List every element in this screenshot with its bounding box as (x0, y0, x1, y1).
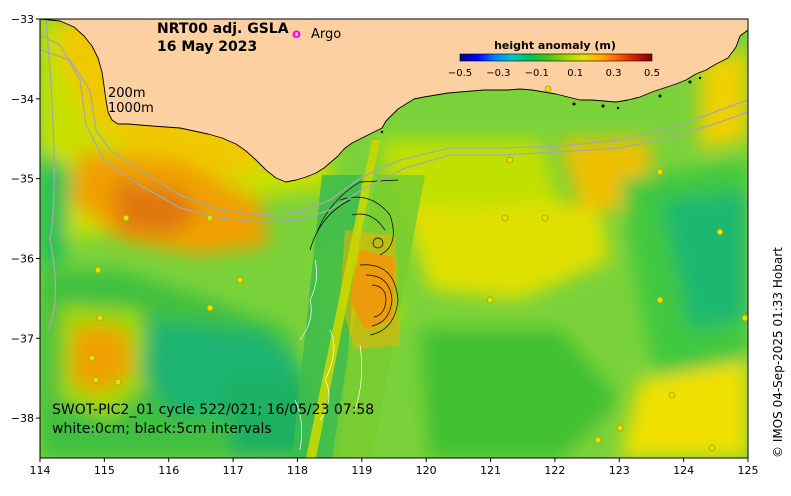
swath-zero-contours (294, 259, 363, 451)
swath-caption-line1: SWOT-PIC2_01 cycle 522/021; 16/05/23 07:… (52, 402, 374, 418)
x-axis: 114 115 116 117 118 119 120 121 122 123 124 125 (30, 458, 759, 477)
x-tick-label: 119 (351, 464, 372, 477)
colorbar-tick-label: −0.1 (525, 68, 549, 79)
x-tick-label: 118 (287, 464, 308, 477)
isobath-inner (45, 20, 57, 331)
argo-float-marker (94, 266, 102, 274)
colorbar-ticks: −0.5 −0.3 −0.1 0.1 0.3 0.5 (448, 68, 660, 79)
x-tick-label: 117 (223, 464, 244, 477)
y-tick-label: −38 (11, 412, 34, 425)
x-tick-label: 114 (30, 464, 51, 477)
argo-legend-label: Argo (311, 27, 341, 42)
nadir-track (306, 140, 380, 458)
x-tick-label: 116 (158, 464, 179, 477)
anomaly-patch (380, 140, 560, 210)
map-title-date: 16 May 2023 (157, 39, 257, 55)
argo-float-marker (741, 314, 748, 322)
swot-swath (292, 140, 425, 458)
argo-legend-symbol: o (292, 27, 301, 42)
anomaly-patch (40, 150, 70, 270)
argo-float-marker (656, 168, 664, 176)
plot-frame (39, 18, 749, 459)
colorbar-tick-label: −0.3 (486, 68, 510, 79)
argo-float-marker (668, 391, 676, 399)
swath-caption-line2: white:0cm; black:5cm intervals (52, 421, 272, 437)
x-tick-label: 125 (738, 464, 759, 477)
map-title-product: NRT00 adj. GSLA (157, 21, 289, 37)
anomaly-patch (70, 325, 135, 395)
y-tick-label: −35 (11, 173, 34, 186)
colorbar-ramp (459, 53, 653, 62)
colorbar-tick-label: 0.5 (644, 68, 660, 79)
x-tick-label: 115 (94, 464, 115, 477)
anomaly-patch (420, 330, 620, 458)
x-tick-label: 121 (480, 464, 501, 477)
argo-float-marker (616, 424, 624, 432)
argo-float-marker (506, 156, 514, 164)
argo-float-marker (122, 214, 130, 222)
y-tick-label: −34 (11, 93, 34, 106)
argo-float-marker (544, 85, 552, 93)
x-tick-label: 124 (673, 464, 694, 477)
y-tick-label: −33 (11, 13, 34, 26)
argo-float-marker (656, 296, 664, 304)
x-tick-label: 122 (544, 464, 565, 477)
argo-float-marker (92, 376, 100, 384)
anomaly-patch (660, 190, 748, 330)
colorbar-tick-label: −0.5 (448, 68, 472, 79)
argo-float-marker (206, 304, 214, 312)
isobath-lines (40, 20, 748, 331)
swath-contours (309, 179, 399, 336)
isobath-200m (40, 49, 748, 216)
imos-credit: © IMOS 04-Sep-2025 01:33 Hobart (771, 247, 785, 458)
argo-float-marker (594, 436, 602, 444)
isobath-label-1000m: 1000m (108, 101, 154, 116)
x-tick-label: 120 (416, 464, 437, 477)
anomaly-patch (400, 190, 610, 300)
colorbar-tick-label: 0.3 (606, 68, 622, 79)
colorbar: height anomaly (m) −0.5 −0.3 −0.1 0.1 0.3 0.5 (448, 39, 660, 79)
isobath-1000m (40, 34, 748, 223)
argo-float-marker (708, 444, 716, 452)
isobath-label-200m: 200m (108, 86, 145, 101)
argo-float-marker (501, 214, 509, 222)
argo-float-marker (716, 228, 724, 236)
anomaly-patch (620, 360, 748, 458)
y-tick-label: −37 (11, 332, 34, 345)
colorbar-tick-label: 0.1 (567, 68, 583, 79)
argo-float-marker (96, 314, 104, 322)
argo-float-marker (541, 214, 549, 222)
argo-float-marker (88, 354, 96, 362)
plot-area (40, 19, 748, 458)
y-tick-label: −36 (11, 252, 34, 265)
argo-float-marker (114, 378, 122, 386)
argo-float-marker (206, 214, 214, 222)
colorbar-title: height anomaly (m) (494, 39, 616, 52)
argo-float-marker (236, 276, 244, 284)
y-axis: −33 −34 −35 −36 −37 −38 (11, 13, 40, 425)
x-tick-label: 123 (609, 464, 630, 477)
argo-float-markers (88, 85, 748, 452)
argo-float-marker (486, 296, 494, 304)
